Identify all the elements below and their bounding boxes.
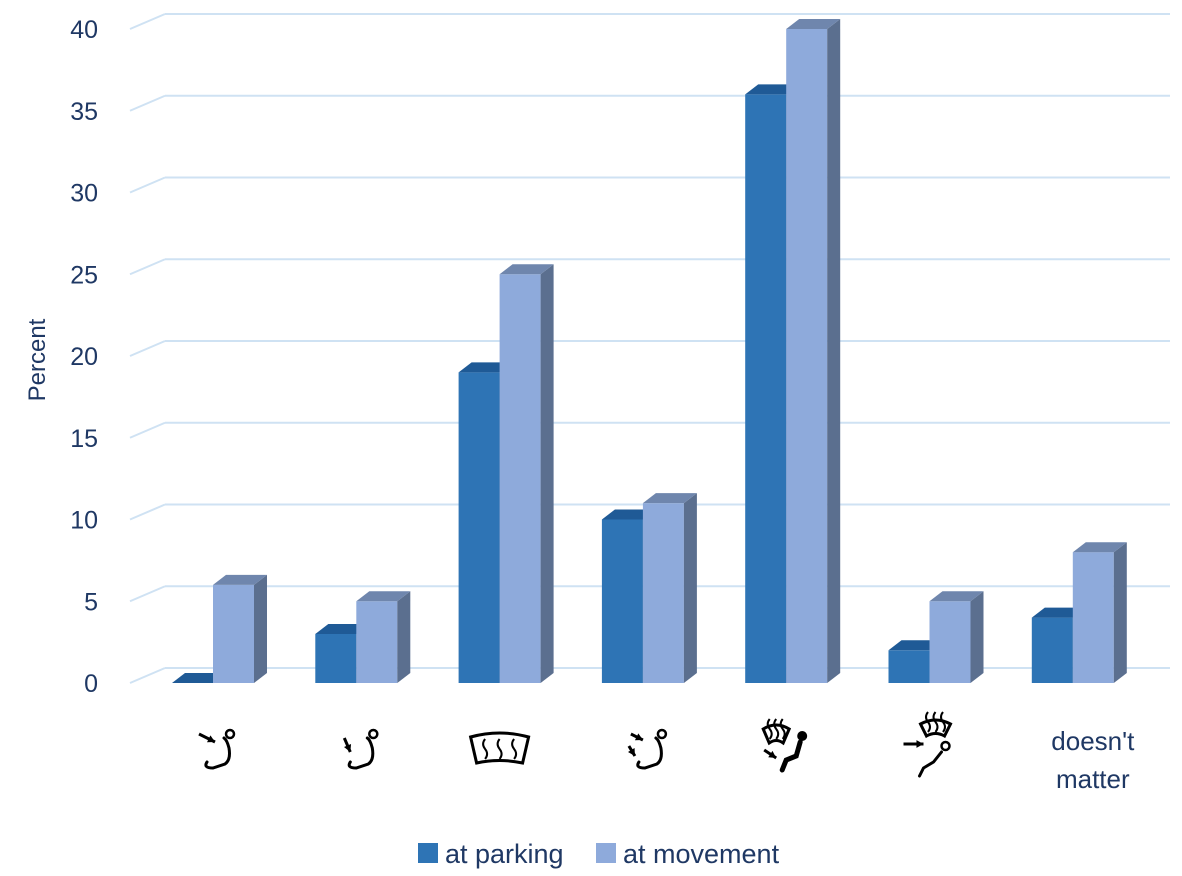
legend-swatch <box>596 843 616 863</box>
gridline-diagonal <box>129 340 166 357</box>
bar-top <box>786 19 841 29</box>
bar-movement <box>356 591 411 683</box>
y-axis-label: Percent <box>24 318 51 401</box>
bar-top <box>1031 607 1086 618</box>
y-tick-label: 15 <box>70 425 98 453</box>
bars <box>172 19 1127 683</box>
bar-front <box>929 601 971 683</box>
bar-movement <box>786 19 841 683</box>
bar-front <box>642 503 684 683</box>
bar-top <box>356 591 411 602</box>
bar-top <box>172 673 226 683</box>
x-axis-categories: doesn't matter <box>198 711 1135 794</box>
bar-top <box>601 509 656 520</box>
category-label-line: doesn't <box>1051 726 1135 756</box>
gridline-diagonal <box>129 585 166 603</box>
legend-item: at movement <box>596 839 780 869</box>
windshield-defrost-icon <box>468 731 531 765</box>
bar-front <box>356 601 398 683</box>
bar-top <box>315 623 370 634</box>
gridline-diagonal <box>129 258 166 276</box>
bar-front <box>786 29 828 683</box>
bar-front <box>1072 552 1114 683</box>
gridline-diagonal <box>129 667 166 684</box>
bar-top <box>888 640 943 651</box>
bar-side <box>827 19 841 683</box>
bar-side <box>683 493 697 683</box>
bar-front <box>601 519 643 683</box>
bar-parking <box>172 673 226 683</box>
legend: at parking at movement <box>418 839 780 869</box>
bar-movement <box>499 264 554 683</box>
bar-movement <box>213 574 267 683</box>
gridline-diagonal <box>129 94 166 112</box>
y-tick-label: 40 <box>70 16 98 44</box>
y-tick-label: 25 <box>70 261 98 289</box>
bar-side <box>397 591 411 683</box>
legend-label: at movement <box>623 839 780 869</box>
bar-front <box>315 633 357 683</box>
bar-movement <box>1072 542 1127 683</box>
category-label: doesn't matter <box>1051 726 1135 794</box>
bar-movement <box>642 493 697 683</box>
airflow-face-feet-icon <box>627 728 668 770</box>
bar-side <box>254 574 267 683</box>
bar-top <box>745 84 800 95</box>
legend-swatch <box>418 843 438 863</box>
y-axis: 0 5 10 15 20 25 30 35 40 <box>70 16 98 698</box>
windshield-defrost-feet-icon <box>761 718 808 773</box>
gridline-diagonal <box>129 176 166 194</box>
legend-item: at parking <box>418 839 564 869</box>
airflow-feet-icon <box>342 728 379 770</box>
y-tick-label: 0 <box>84 670 98 698</box>
windshield-defrost-face-icon <box>903 711 953 778</box>
y-tick-label: 5 <box>84 588 98 616</box>
y-tick-label: 35 <box>70 98 98 126</box>
bar-front <box>888 650 930 683</box>
legend-label: at parking <box>445 839 564 869</box>
gridline-diagonal <box>129 421 166 439</box>
y-tick-label: 20 <box>70 343 98 371</box>
bar-front <box>1031 617 1073 683</box>
category-label-line: matter <box>1056 764 1130 794</box>
bar-top <box>929 591 984 602</box>
bar-side <box>970 591 984 683</box>
bar-top <box>499 264 554 275</box>
bar-top <box>1072 542 1127 553</box>
bar-front <box>213 584 254 683</box>
bar-side <box>1113 542 1127 683</box>
airflow-face-icon <box>198 728 236 770</box>
y-tick-label: 30 <box>70 180 98 208</box>
bar-front <box>458 372 500 683</box>
bar-side <box>540 264 554 683</box>
bar-top <box>458 362 513 373</box>
bar-front <box>745 94 787 683</box>
gridline-diagonal <box>129 503 166 521</box>
bar-top <box>213 574 267 585</box>
bar-front <box>499 274 541 683</box>
gridline-diagonal <box>129 13 166 30</box>
bar-movement <box>929 591 984 683</box>
y-tick-label: 10 <box>70 507 98 535</box>
bar-top <box>642 493 697 504</box>
